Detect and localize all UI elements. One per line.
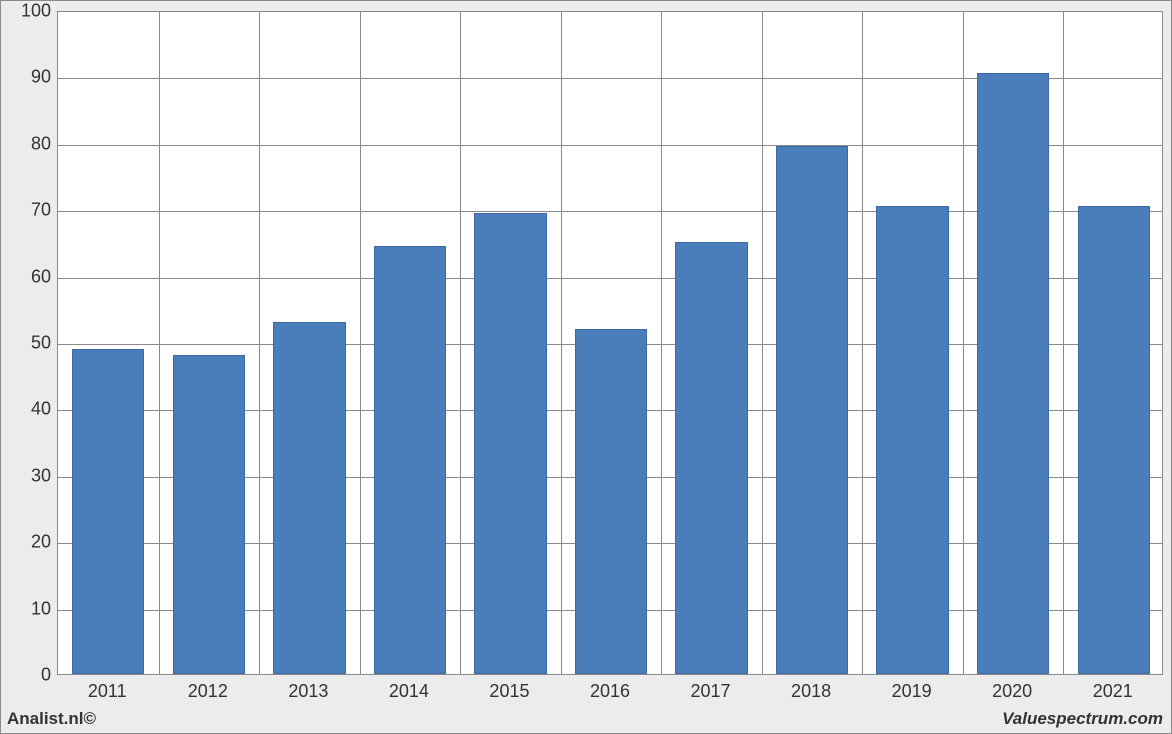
bar xyxy=(575,329,647,674)
y-tick-label: 90 xyxy=(11,67,51,88)
bar xyxy=(72,349,144,674)
y-tick-label: 30 xyxy=(11,465,51,486)
x-tick-label: 2013 xyxy=(288,681,328,702)
grid-line-vertical xyxy=(460,12,461,674)
bar xyxy=(1078,206,1150,674)
bar xyxy=(374,246,446,674)
x-tick-label: 2011 xyxy=(88,681,127,702)
y-tick-label: 50 xyxy=(11,333,51,354)
grid-line-vertical xyxy=(862,12,863,674)
x-tick-label: 2016 xyxy=(590,681,630,702)
grid-line-vertical xyxy=(259,12,260,674)
y-tick-label: 100 xyxy=(11,1,51,22)
grid-line-vertical xyxy=(561,12,562,674)
plot-area xyxy=(57,11,1163,675)
bar xyxy=(474,213,546,674)
footer-right-text: Valuespectrum.com xyxy=(1002,709,1163,729)
bar xyxy=(173,355,245,674)
grid-line-vertical xyxy=(661,12,662,674)
grid-line-vertical xyxy=(360,12,361,674)
y-tick-label: 70 xyxy=(11,200,51,221)
x-tick-label: 2021 xyxy=(1093,681,1133,702)
grid-line-vertical xyxy=(1063,12,1064,674)
grid-line-vertical xyxy=(159,12,160,674)
x-tick-label: 2014 xyxy=(389,681,429,702)
bar xyxy=(977,73,1049,674)
x-tick-label: 2020 xyxy=(992,681,1032,702)
x-tick-label: 2018 xyxy=(791,681,831,702)
bar xyxy=(776,146,848,674)
bar xyxy=(273,322,345,674)
y-tick-label: 60 xyxy=(11,266,51,287)
grid-line-vertical xyxy=(963,12,964,674)
bar xyxy=(876,206,948,674)
y-tick-label: 20 xyxy=(11,532,51,553)
x-tick-label: 2017 xyxy=(691,681,731,702)
y-tick-label: 40 xyxy=(11,399,51,420)
grid-line-vertical xyxy=(762,12,763,674)
chart-frame: 0 10 20 30 40 50 60 70 80 90 100 2011 2012 2013 2014 2… xyxy=(0,0,1172,734)
y-tick-label: 0 xyxy=(11,665,51,686)
x-tick-label: 2015 xyxy=(489,681,529,702)
x-tick-label: 2012 xyxy=(188,681,228,702)
y-tick-label: 80 xyxy=(11,133,51,154)
x-tick-label: 2019 xyxy=(892,681,932,702)
y-tick-label: 10 xyxy=(11,598,51,619)
bar xyxy=(675,242,747,674)
footer-left-text: Analist.nl© xyxy=(7,709,96,729)
